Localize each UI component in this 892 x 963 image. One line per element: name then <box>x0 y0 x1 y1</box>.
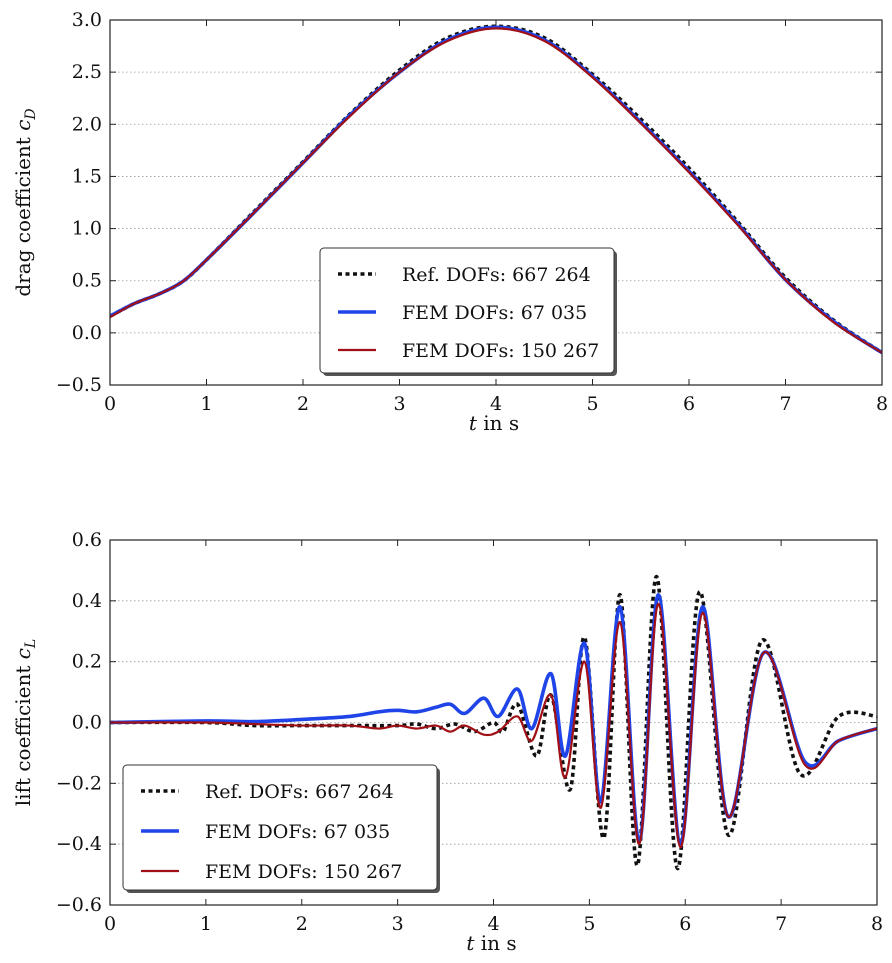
x-tick-label: 3 <box>393 393 405 415</box>
y-tick-label: 0.0 <box>72 322 102 344</box>
x-tick-label: 7 <box>775 913 787 935</box>
legend-label: FEM DOFs: 150 267 <box>402 340 599 362</box>
y-tick-label: 0.5 <box>72 270 102 292</box>
series-line-fem-150267 <box>110 27 882 354</box>
legend-label: Ref. DOFs: 667 264 <box>205 781 394 803</box>
legend-label: FEM DOFs: 150 267 <box>205 861 402 883</box>
y-tick-label: 3.0 <box>72 9 102 31</box>
x-tick-label: 8 <box>876 393 888 415</box>
x-tick-label: 1 <box>200 393 212 415</box>
y-tick-label: −0.2 <box>56 772 102 794</box>
y-tick-label: 1.0 <box>72 218 102 240</box>
y-tick-label: −0.4 <box>56 833 102 855</box>
plot-frame <box>109 539 878 906</box>
y-tick-label: 0.6 <box>72 529 102 551</box>
x-tick-label: 4 <box>487 913 499 935</box>
y-tick-label: 2.0 <box>72 113 102 135</box>
series-group <box>110 574 877 871</box>
x-tick-label: 0 <box>104 913 116 935</box>
y-tick-label: 0.2 <box>72 651 102 673</box>
y-axis-label: lift coefficient cL <box>11 639 39 806</box>
legend-box <box>319 247 615 374</box>
x-tick-label: 0 <box>104 393 116 415</box>
legend-box <box>122 764 438 891</box>
chart-drag: −0.5 0.0 0.5 1.0 1.5 2.0 2.5 3.0 0 1 2 3 4 5 6 7 8 t in s… <box>11 9 888 435</box>
legend-label: Ref. DOFs: 667 264 <box>402 264 591 286</box>
series-group <box>110 24 882 355</box>
legend: Ref. DOFs: 667 264 FEM DOFs: 67 035 FEM DO… <box>122 764 440 893</box>
x-tick-label: 5 <box>583 913 595 935</box>
y-tick-label: −0.6 <box>56 894 102 916</box>
x-tick-label: 1 <box>200 913 212 935</box>
x-axis-label: t in s <box>469 411 519 435</box>
x-tick-label: 2 <box>296 913 308 935</box>
x-tick-label: 6 <box>683 393 695 415</box>
chart-lift: −0.6 −0.4 −0.2 0.0 0.2 0.4 0.6 0 1 2 3 4 5 6 7 8 t in s l… <box>11 529 883 955</box>
x-tick-label: 4 <box>490 393 502 415</box>
x-tick-label: 7 <box>779 393 791 415</box>
x-axis-label: t in s <box>466 931 516 955</box>
y-axis-label: drag coefficient cD <box>11 108 39 296</box>
y-tick-label: 1.5 <box>72 165 102 187</box>
y-tick-label: 2.5 <box>72 61 102 83</box>
y-tick-label: 0.4 <box>72 590 102 612</box>
legend-label: FEM DOFs: 67 035 <box>205 821 390 843</box>
y-tick-label: 0.0 <box>72 712 102 734</box>
legend: Ref. DOFs: 667 264 FEM DOFs: 67 035 FEM DO… <box>319 247 617 376</box>
plot-frame <box>109 19 883 386</box>
legend-label: FEM DOFs: 67 035 <box>402 302 587 324</box>
x-tick-label: 2 <box>297 393 309 415</box>
series-line-fem-150267 <box>110 602 877 849</box>
x-tick-label: 8 <box>871 913 883 935</box>
y-tick-label: −0.5 <box>56 374 102 396</box>
x-tick-label: 5 <box>586 393 598 415</box>
x-tick-label: 3 <box>392 913 404 935</box>
x-tick-label: 6 <box>679 913 691 935</box>
